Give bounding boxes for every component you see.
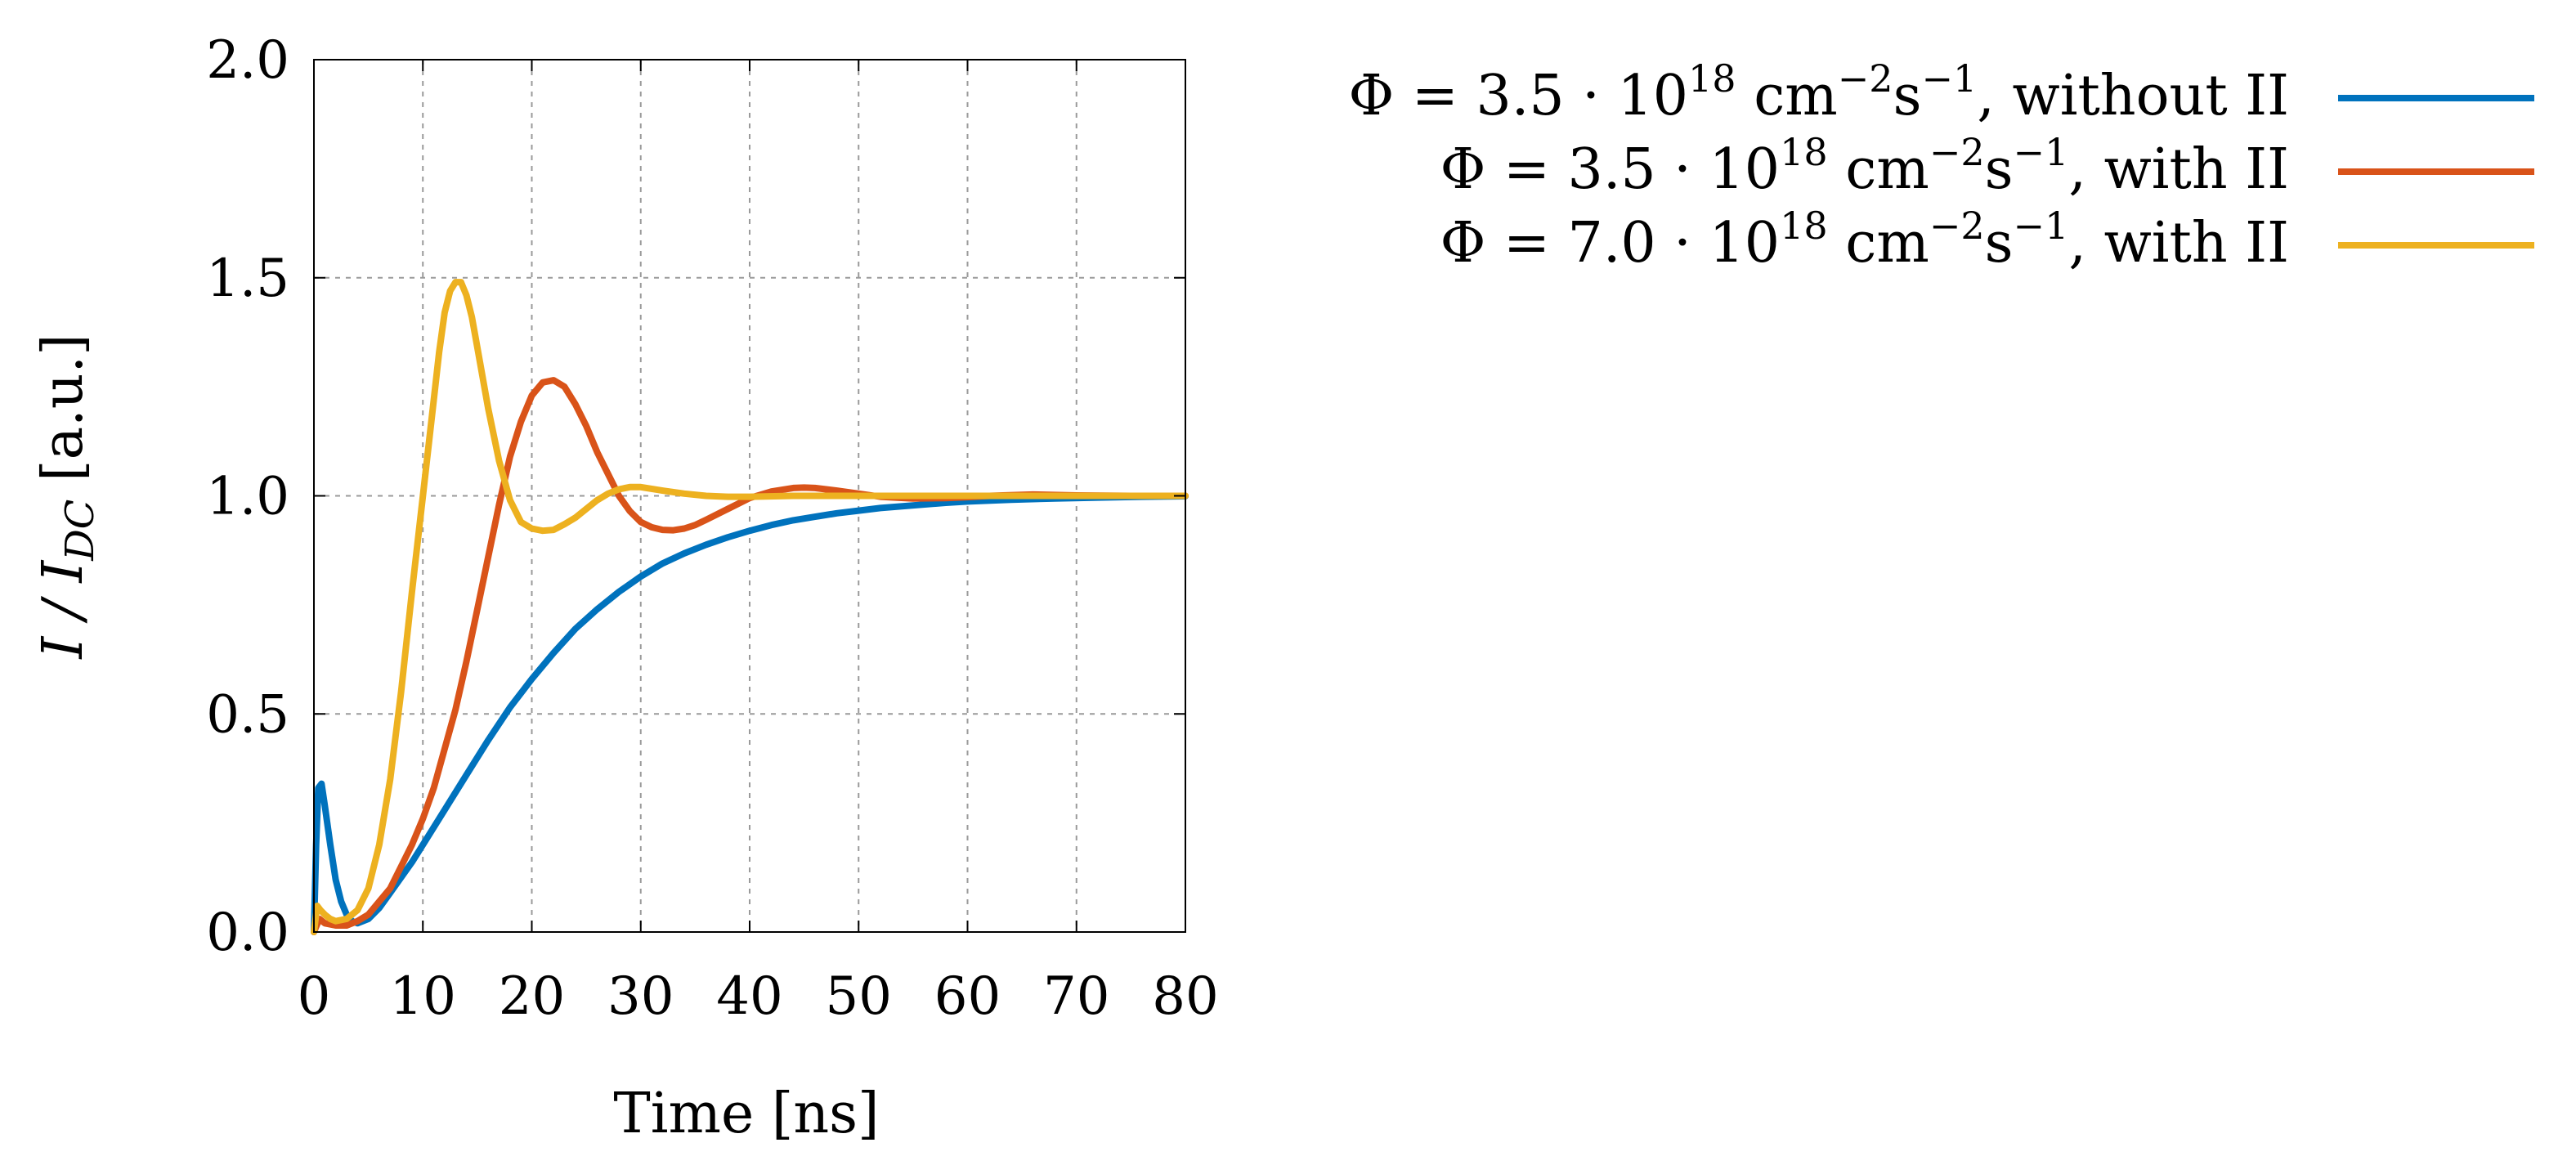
y-tick-label: 2.0: [206, 30, 289, 91]
legend-label-exp: 18: [1688, 56, 1736, 101]
x-tick-label: 30: [607, 966, 674, 1027]
x-tick-label: 10: [390, 966, 456, 1027]
legend-label-unit2-exp: −1: [1921, 56, 1977, 101]
legend-label-unit2-exp: −1: [2014, 130, 2069, 174]
y-axis-label-unit: [a.u.]: [31, 334, 96, 499]
y-tick-label: 1.5: [206, 249, 289, 309]
y-tick-label: 1.0: [206, 467, 289, 527]
legend-label: Φ = 3.5 · 1018 cm−2s−1, with II: [1440, 130, 2289, 202]
legend-label-unit1: cm: [1828, 211, 1929, 276]
x-tick-label: 40: [716, 966, 782, 1027]
legend-label-unit1-exp: −2: [1838, 56, 1893, 101]
legend-label-exp: 18: [1780, 204, 1828, 248]
series-lines: [311, 279, 1189, 935]
y-tick-label: 0.5: [206, 684, 289, 745]
legend-label-suffix: , with II: [2068, 211, 2289, 276]
legend-label-prefix: Φ = 3.5 · 10: [1440, 137, 1780, 202]
y-axis-label-base: I / I: [31, 560, 96, 661]
legend-label-unit1: cm: [1736, 64, 1838, 128]
legend-entry-1: Φ = 3.5 · 1018 cm−2s−1, without II: [1349, 56, 2534, 128]
legend-entry-3: Φ = 7.0 · 1018 cm−2s−1, with II: [1440, 204, 2534, 276]
legend-label-unit2-exp: −1: [2014, 204, 2069, 248]
legend: Φ = 3.5 · 1018 cm−2s−1, without IIΦ = 3.…: [1349, 56, 2534, 276]
x-tick-label: 0: [298, 966, 331, 1027]
legend-label-unit2: s: [1893, 64, 1922, 128]
x-tick-label: 80: [1152, 966, 1218, 1027]
y-axis-label: I / IDC [a.u.]: [31, 334, 103, 660]
x-tick-label: 20: [499, 966, 565, 1027]
legend-label-prefix: Φ = 3.5 · 10: [1349, 64, 1688, 128]
x-tick-label: 50: [826, 966, 892, 1027]
tick-labels: 0 10 20 30 40 50 60 70 80 0.0 0.5 1.0 1.5 2.0: [206, 30, 1219, 1027]
x-axis-label: Time [ns]: [613, 1082, 879, 1146]
legend-label-unit2: s: [1985, 211, 2014, 276]
legend-label-unit1: cm: [1828, 137, 1929, 202]
legend-label-unit2: s: [1985, 137, 2014, 202]
legend-label-unit1-exp: −2: [1929, 130, 1985, 174]
legend-label: Φ = 7.0 · 1018 cm−2s−1, with II: [1440, 204, 2289, 276]
legend-label-prefix: Φ = 7.0 · 10: [1440, 211, 1780, 276]
legend-label-suffix: , with II: [2068, 137, 2289, 202]
legend-label: Φ = 3.5 · 1018 cm−2s−1, without II: [1349, 56, 2289, 128]
series-line-1: [311, 493, 1189, 935]
y-tick-label: 0.0: [206, 903, 289, 963]
y-axis-label-subscript: DC: [57, 500, 103, 562]
legend-label-unit1-exp: −2: [1929, 204, 1985, 248]
series-line-3: [311, 279, 1189, 935]
legend-label-exp: 18: [1780, 130, 1828, 174]
x-tick-label: 70: [1043, 966, 1109, 1027]
legend-label-suffix: , without II: [1977, 64, 2289, 128]
legend-entry-2: Φ = 3.5 · 1018 cm−2s−1, with II: [1440, 130, 2534, 202]
x-tick-label: 60: [934, 966, 1001, 1027]
